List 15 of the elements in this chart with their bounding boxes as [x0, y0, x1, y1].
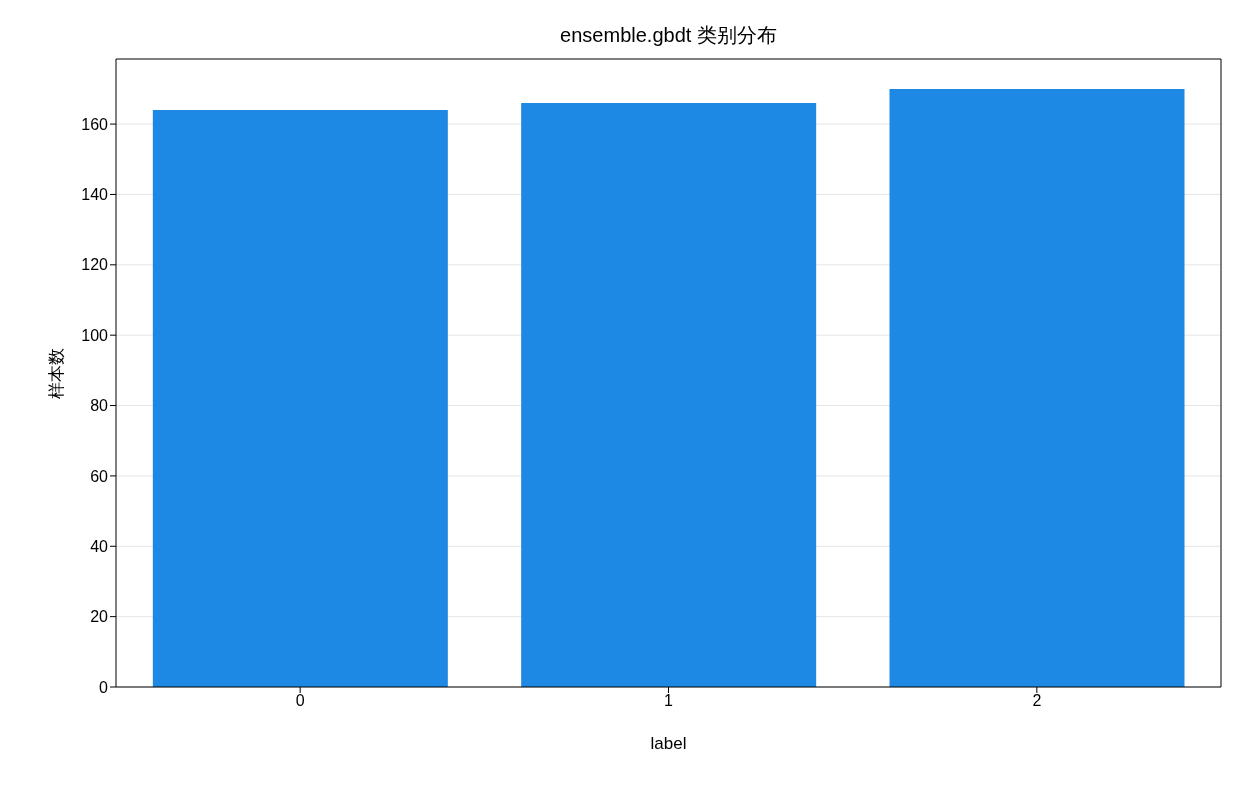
- x-tick-label: 0: [295, 692, 305, 710]
- chart-title: ensemble.gbdt 类别分布: [559, 23, 778, 48]
- y-tick-label: 0: [99, 678, 109, 696]
- y-tick-label: 80: [90, 397, 109, 415]
- y-tick-label: 160: [81, 115, 109, 133]
- x-tick-label: 2: [1032, 692, 1042, 710]
- y-tick-label: 140: [81, 186, 109, 204]
- y-tick-label: 40: [90, 537, 109, 555]
- x-tick-label: 1: [664, 692, 674, 710]
- y-tick-label: 20: [90, 608, 109, 626]
- y-axis-title: 样本数: [47, 347, 67, 399]
- x-axis-title: label: [650, 734, 687, 753]
- y-tick-label: 60: [90, 467, 109, 485]
- y-tick-label: 120: [81, 256, 109, 274]
- y-tick-label: 100: [81, 326, 109, 344]
